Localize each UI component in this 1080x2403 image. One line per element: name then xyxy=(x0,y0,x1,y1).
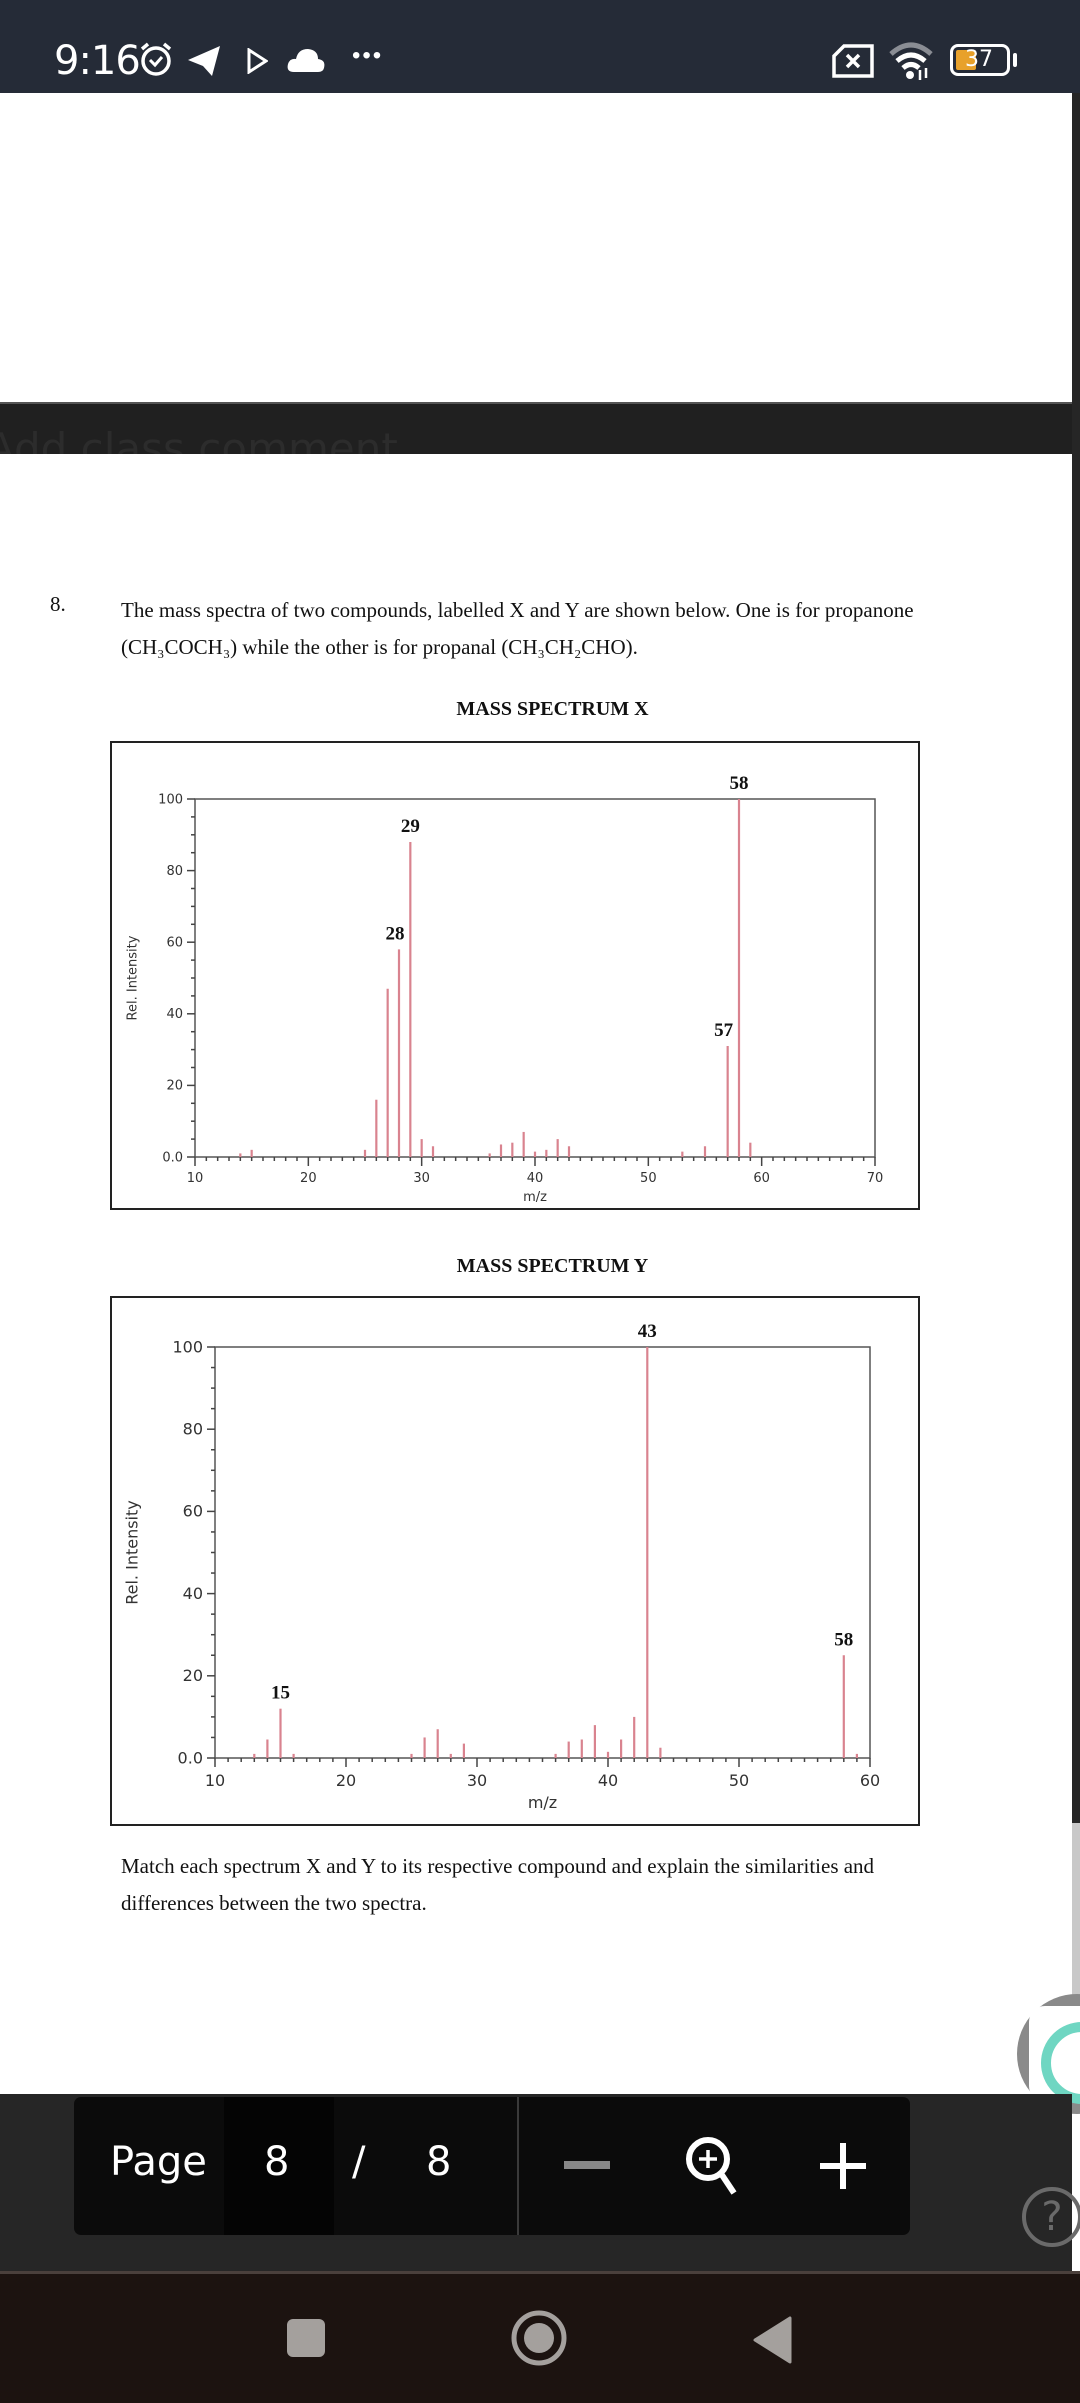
zoom-out-button[interactable] xyxy=(564,2161,610,2169)
svg-text:40: 40 xyxy=(166,1007,183,1022)
system-nav-bar xyxy=(0,2271,1080,2403)
svg-text:15: 15 xyxy=(271,1683,290,1704)
pdf-toolbar: Page 8 / 8 xyxy=(74,2097,910,2235)
svg-text:m/z: m/z xyxy=(528,1793,557,1812)
svg-text:58: 58 xyxy=(834,1629,853,1650)
svg-text:20: 20 xyxy=(300,1171,317,1186)
question-text: The mass spectra of two compounds, label… xyxy=(121,598,914,659)
back-button[interactable] xyxy=(752,2316,792,2364)
svg-text:30: 30 xyxy=(467,1771,487,1790)
telegram-icon xyxy=(188,46,220,76)
cloud-icon xyxy=(287,49,325,72)
current-page-value: 8 xyxy=(264,2139,290,2185)
svg-text:50: 50 xyxy=(729,1771,749,1790)
assistant-ring-icon xyxy=(1041,2022,1080,2104)
svg-text:58: 58 xyxy=(730,773,749,794)
clock: 9:16 xyxy=(54,38,141,84)
svg-text:60: 60 xyxy=(860,1771,880,1790)
svg-text:57: 57 xyxy=(714,1020,734,1041)
more-dots-icon: ••• xyxy=(352,42,384,69)
svg-text:40: 40 xyxy=(598,1771,618,1790)
battery-tip xyxy=(1013,53,1017,67)
battery-icon: 37 xyxy=(950,44,1010,76)
spectrum-y-title: MASS SPECTRUM Y xyxy=(456,1255,649,1277)
svg-text:60: 60 xyxy=(183,1502,203,1521)
no-sim-icon xyxy=(832,44,874,78)
svg-text:100: 100 xyxy=(158,792,183,807)
svg-text:50: 50 xyxy=(640,1171,657,1186)
document-page: 8. The mass spectra of two compounds, la… xyxy=(0,454,1072,2094)
status-bar: 9:16 ••• 37 xyxy=(0,0,1080,93)
svg-text:20: 20 xyxy=(166,1079,183,1094)
svg-text:30: 30 xyxy=(413,1171,430,1186)
svg-text:Rel. Intensity: Rel. Intensity xyxy=(122,1500,141,1605)
spectrum-x-plot: 0.0 20 40 60 80 100 10 20 30 40 50 60 70 m/z Rel. Inte… xyxy=(125,773,884,1205)
add-class-comment-label: Add class comment xyxy=(0,424,398,456)
svg-text:40: 40 xyxy=(527,1171,544,1186)
toolbar-divider xyxy=(517,2097,519,2235)
svg-text:10: 10 xyxy=(187,1171,204,1186)
spectrum-x-chart: 0.0 20 40 60 80 100 10 20 30 40 50 60 70 m/z Rel. Inte… xyxy=(110,741,920,1210)
side-panel-edge xyxy=(1072,93,1080,1823)
svg-text:40: 40 xyxy=(183,1584,203,1603)
svg-text:80: 80 xyxy=(183,1420,203,1439)
svg-text:Rel. Intensity: Rel. Intensity xyxy=(125,935,140,1020)
recents-button[interactable] xyxy=(287,2319,325,2357)
question-number: 8. xyxy=(50,592,66,616)
question-instructions: Match each spectrum X and Y to its respe… xyxy=(121,1854,875,1915)
svg-text:43: 43 xyxy=(638,1321,657,1342)
zoom-in-button[interactable] xyxy=(818,2141,868,2191)
wifi-icon xyxy=(889,42,933,80)
svg-text:60: 60 xyxy=(166,936,183,951)
page-label: Page xyxy=(110,2139,207,2185)
svg-text:0.0: 0.0 xyxy=(162,1150,183,1165)
spectrum-y-plot: 0.0 20 40 60 80 100 10 20 30 40 50 60 m/z Rel. Intens… xyxy=(122,1321,880,1812)
svg-text:28: 28 xyxy=(386,923,405,944)
svg-text:0.0: 0.0 xyxy=(178,1748,203,1767)
svg-text:70: 70 xyxy=(867,1171,884,1186)
add-class-comment-bar[interactable]: Add class comment xyxy=(0,402,1072,456)
spectrum-y-chart: 0.0 20 40 60 80 100 10 20 30 40 50 60 m/z Rel. Intens… xyxy=(110,1296,920,1826)
home-button[interactable] xyxy=(511,2310,567,2366)
total-pages: 8 xyxy=(426,2139,452,2185)
battery-fill xyxy=(956,50,976,70)
page-separator: / xyxy=(352,2139,366,2185)
svg-text:20: 20 xyxy=(336,1771,356,1790)
assistant-icon-bg xyxy=(1029,2006,1080,2104)
svg-text:m/z: m/z xyxy=(523,1190,547,1205)
alarm-icon xyxy=(140,42,172,76)
svg-text:80: 80 xyxy=(166,864,183,879)
svg-text:20: 20 xyxy=(183,1666,203,1685)
play-store-icon xyxy=(247,48,268,74)
svg-text:60: 60 xyxy=(753,1171,770,1186)
svg-text:29: 29 xyxy=(401,816,420,837)
spectrum-x-title: MASS SPECTRUM X xyxy=(456,698,649,720)
previous-page xyxy=(0,93,1072,402)
current-page-input[interactable]: 8 xyxy=(224,2097,334,2235)
svg-text:100: 100 xyxy=(172,1337,203,1356)
svg-text:10: 10 xyxy=(205,1771,225,1790)
scrollbar[interactable] xyxy=(1072,1823,1080,2023)
battery-level: 37 xyxy=(965,47,993,72)
zoom-reset-button[interactable] xyxy=(684,2135,744,2197)
help-button[interactable]: ? xyxy=(1022,2187,1080,2247)
